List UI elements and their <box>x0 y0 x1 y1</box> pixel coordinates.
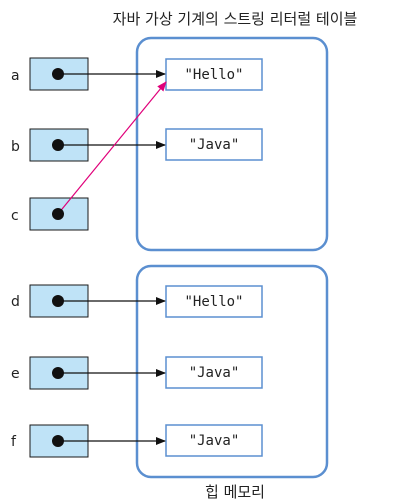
reference-dot-d <box>52 295 64 307</box>
heap-object-box-java-1 <box>165 356 263 389</box>
reference-arrow-c <box>57 81 167 215</box>
heap-object-box-java-2 <box>165 424 263 457</box>
variable-label-f: f <box>11 434 17 450</box>
string-pool-panel <box>135 36 329 252</box>
reference-dot-a <box>52 68 64 80</box>
string-pool-title: 자바 가상 기계의 스트링 리터럴 테이블 <box>113 10 358 28</box>
variable-label-e: e <box>11 366 20 382</box>
reference-dot-f <box>52 435 64 447</box>
pool-literal-box-hello <box>165 58 263 91</box>
pool-literal-text-hello: "Hello" <box>184 67 243 83</box>
heap-object-text-hello: "Hello" <box>184 294 243 310</box>
reference-dot-b <box>52 139 64 151</box>
heap-memory-title: 힙 메모리 <box>205 483 265 501</box>
reference-dot-e <box>52 367 64 379</box>
heap-object-text-java-2: "Java" <box>189 433 240 449</box>
heap-memory-panel <box>135 264 329 479</box>
variable-label-b: b <box>11 139 20 155</box>
heap-object-box-hello <box>165 285 263 318</box>
pool-literal-text-java: "Java" <box>189 137 240 153</box>
variable-label-c: c <box>11 208 19 224</box>
variable-label-a: a <box>11 68 20 84</box>
variable-label-d: d <box>11 294 20 310</box>
heap-object-text-java-1: "Java" <box>189 365 240 381</box>
reference-dot-c <box>52 208 64 220</box>
pool-literal-box-java <box>165 128 263 161</box>
